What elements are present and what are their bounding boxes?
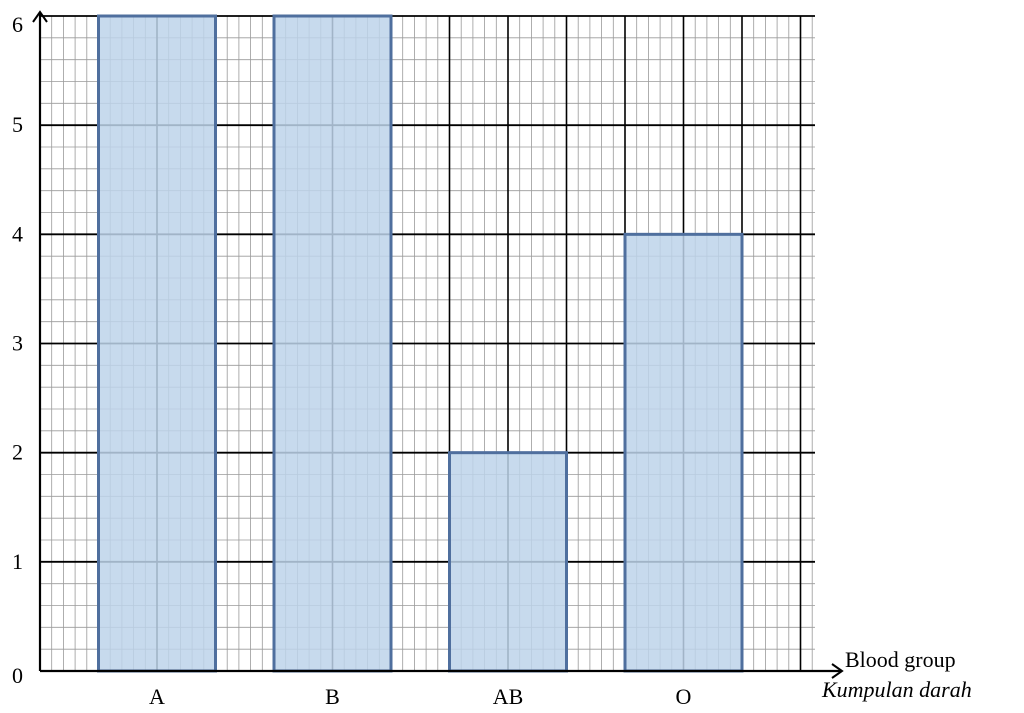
x-tick-label: O bbox=[676, 684, 692, 708]
bar-ab bbox=[448, 451, 568, 673]
y-tick-label: 0 bbox=[12, 663, 23, 688]
x-tick-label: AB bbox=[493, 684, 524, 708]
y-axis-arrow-icon bbox=[32, 10, 48, 23]
bar-a bbox=[97, 14, 217, 673]
bar-b bbox=[272, 14, 393, 673]
y-tick-label: 2 bbox=[12, 440, 23, 465]
y-tick-label: 3 bbox=[12, 331, 23, 356]
axes bbox=[32, 10, 844, 679]
y-tick-label: 4 bbox=[12, 221, 23, 246]
y-tick-label: 1 bbox=[12, 549, 23, 574]
x-axis-title: Blood group bbox=[845, 647, 956, 672]
y-tick-label: 5 bbox=[12, 112, 23, 137]
bar-o bbox=[623, 232, 744, 673]
x-tick-label: A bbox=[149, 684, 165, 708]
y-tick-label: 6 bbox=[12, 12, 23, 37]
x-axis-title-secondary: Kumpulan darah bbox=[821, 677, 972, 702]
x-tick-label: B bbox=[325, 684, 340, 708]
x-axis-arrow-icon bbox=[831, 663, 844, 679]
